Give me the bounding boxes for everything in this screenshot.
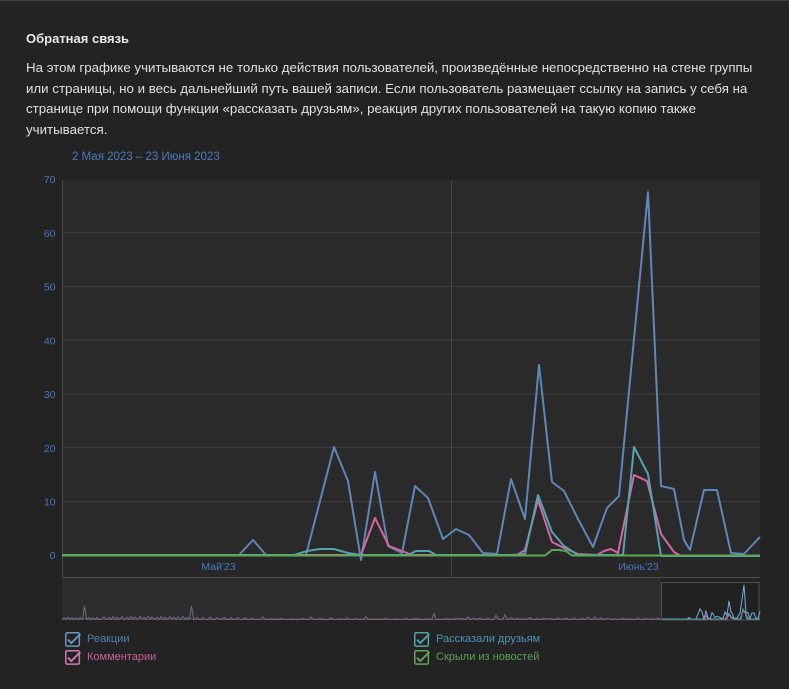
- svg-text:20: 20: [44, 443, 56, 455]
- svg-text:Май'23: Май'23: [201, 561, 235, 573]
- svg-text:70: 70: [44, 174, 56, 186]
- svg-text:50: 50: [44, 282, 56, 294]
- svg-text:30: 30: [44, 389, 56, 401]
- svg-text:40: 40: [44, 335, 56, 347]
- svg-text:0: 0: [50, 550, 56, 562]
- svg-text:10: 10: [44, 497, 56, 509]
- svg-text:60: 60: [44, 228, 56, 240]
- svg-text:Июнь'23: Июнь'23: [618, 561, 659, 573]
